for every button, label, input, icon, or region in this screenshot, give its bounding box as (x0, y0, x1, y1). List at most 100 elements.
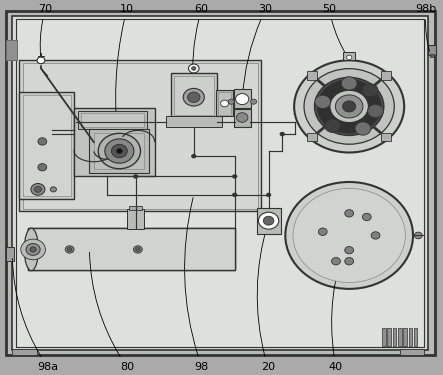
Circle shape (341, 77, 357, 90)
Bar (388, 328, 391, 346)
Circle shape (30, 247, 36, 252)
Bar (171, 73, 217, 117)
Circle shape (371, 232, 380, 239)
Circle shape (183, 88, 204, 106)
Circle shape (342, 101, 356, 112)
Bar (23, 63, 257, 208)
Bar (403, 328, 407, 346)
Circle shape (133, 246, 142, 253)
Circle shape (325, 119, 341, 132)
Circle shape (345, 258, 354, 265)
Circle shape (191, 67, 196, 70)
Bar (19, 92, 74, 199)
Circle shape (362, 213, 371, 221)
Circle shape (280, 132, 285, 136)
Circle shape (335, 95, 363, 118)
Bar (400, 349, 424, 355)
Circle shape (188, 64, 199, 73)
Circle shape (112, 144, 127, 158)
Circle shape (187, 92, 200, 102)
Text: 98a: 98a (12, 258, 58, 372)
Bar (167, 116, 222, 127)
Circle shape (345, 210, 354, 217)
Text: 30: 30 (242, 4, 272, 98)
Text: 60: 60 (193, 4, 209, 87)
Bar (343, 52, 355, 60)
Text: 70: 70 (39, 4, 52, 58)
Circle shape (37, 57, 45, 64)
Text: 50: 50 (323, 4, 348, 57)
Circle shape (232, 193, 237, 197)
Bar (23, 94, 70, 196)
Circle shape (263, 216, 274, 225)
Circle shape (304, 69, 394, 144)
Bar (256, 208, 281, 234)
Bar (218, 92, 231, 114)
Circle shape (368, 104, 384, 118)
Bar (234, 89, 251, 108)
Circle shape (65, 246, 74, 253)
Bar (12, 349, 37, 355)
Ellipse shape (24, 228, 39, 271)
Bar (381, 71, 391, 80)
Circle shape (237, 113, 248, 122)
Circle shape (331, 258, 340, 265)
Circle shape (35, 186, 42, 192)
Circle shape (67, 248, 72, 251)
Circle shape (50, 187, 56, 192)
Bar (78, 111, 147, 129)
Bar (234, 109, 251, 127)
Circle shape (232, 174, 237, 178)
Bar (81, 113, 144, 127)
Text: 10: 10 (116, 4, 134, 146)
Bar (16, 20, 424, 347)
Circle shape (98, 134, 140, 169)
Circle shape (293, 188, 405, 282)
Circle shape (414, 232, 422, 239)
Bar (74, 108, 155, 177)
Circle shape (38, 164, 47, 171)
Bar (6, 40, 17, 60)
Bar (382, 328, 386, 346)
Bar (94, 133, 144, 169)
Bar (381, 134, 391, 141)
Circle shape (266, 193, 271, 197)
Bar (398, 328, 401, 346)
Bar (427, 45, 436, 55)
Circle shape (31, 183, 45, 195)
Circle shape (346, 55, 352, 60)
Bar (174, 76, 214, 115)
Circle shape (38, 138, 47, 145)
Circle shape (345, 246, 354, 254)
Text: 98: 98 (185, 198, 209, 372)
Text: 98b: 98b (416, 4, 437, 51)
Circle shape (116, 148, 122, 154)
Circle shape (330, 90, 369, 123)
Circle shape (355, 122, 371, 135)
Circle shape (362, 84, 378, 97)
Circle shape (26, 243, 40, 255)
Circle shape (133, 174, 138, 178)
Bar (28, 228, 235, 270)
Circle shape (105, 139, 134, 163)
Bar (414, 328, 417, 346)
Bar (6, 40, 17, 60)
Text: 40: 40 (329, 238, 348, 372)
Circle shape (315, 95, 330, 108)
Bar (19, 60, 261, 211)
Bar (216, 90, 233, 116)
Circle shape (319, 228, 327, 236)
Circle shape (315, 77, 384, 135)
Bar (127, 209, 144, 229)
Text: 80: 80 (89, 252, 134, 372)
Bar (307, 71, 317, 80)
Circle shape (136, 248, 140, 251)
Bar (28, 228, 235, 270)
Bar (307, 134, 317, 141)
Circle shape (251, 99, 256, 104)
Circle shape (317, 80, 381, 133)
Circle shape (191, 154, 196, 158)
Bar (129, 206, 142, 210)
Circle shape (228, 99, 234, 104)
Circle shape (294, 60, 404, 153)
